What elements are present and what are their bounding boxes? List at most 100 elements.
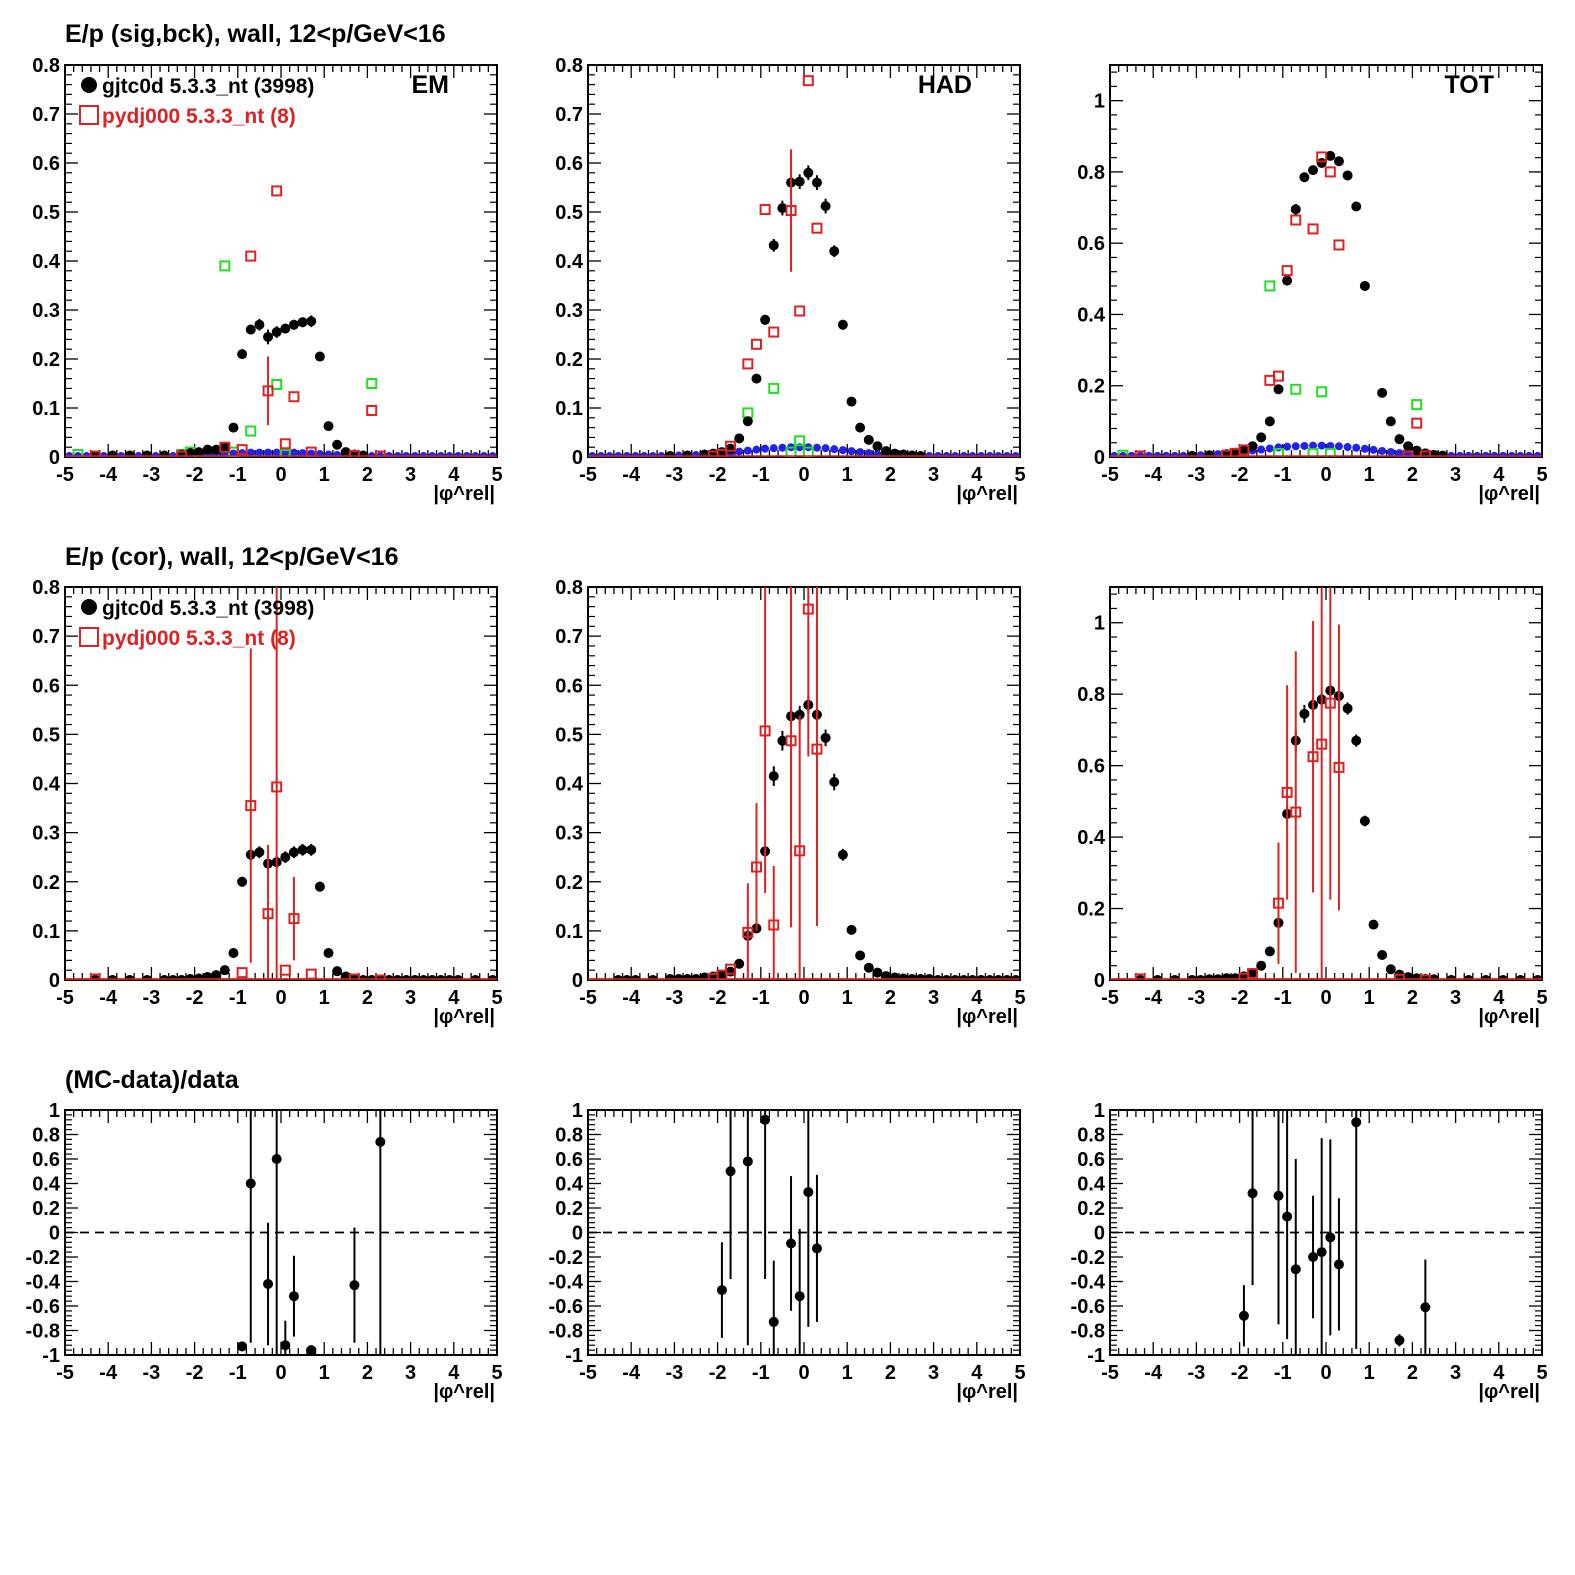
y-tick-label: 0.8 (32, 55, 60, 77)
data-point (1238, 445, 1249, 456)
data-point (1230, 447, 1241, 457)
mc-point (288, 913, 300, 925)
data-point (1195, 975, 1206, 980)
x-tick-label: 0 (798, 1362, 809, 1384)
x-tick-label: 2 (362, 464, 373, 486)
plot-area (1110, 150, 1542, 457)
x-tick-label: 0 (275, 987, 286, 1009)
x-tick-label: 3 (405, 987, 416, 1009)
data-point (1264, 946, 1275, 957)
y-tick-label: 0.5 (32, 202, 60, 224)
data-point (176, 975, 187, 980)
x-tick-label: -5 (579, 987, 597, 1009)
y-tick-label: 0.4 (555, 774, 584, 796)
legend-mc-label: pydj000 5.3.3_nt (8) (102, 627, 296, 650)
panel-r3-HAD: -5 -4 -3 -2 -1 0 1 2 3 4 5|φ^rel|-1-0.8-0.6-0.4-0.… (549, 1100, 1026, 1403)
y-tick-label: 0 (572, 447, 583, 469)
blue-point (255, 448, 264, 457)
data-point (803, 1187, 814, 1198)
data-point (1010, 975, 1020, 980)
y-tick-label: 0.6 (555, 675, 583, 697)
blue-point (830, 445, 839, 454)
data-point (375, 1136, 386, 1147)
green-point (768, 382, 780, 394)
blue-point (1369, 445, 1378, 454)
x-tick-label: 0 (1320, 464, 1331, 486)
mc-point (89, 450, 101, 457)
x-tick-label: -4 (1144, 1362, 1163, 1384)
mc-point (305, 968, 317, 980)
mc-point (288, 391, 300, 403)
data-point (786, 1238, 797, 1249)
mc-point (1290, 806, 1302, 818)
blue-point (298, 449, 307, 457)
mc-point (794, 845, 806, 857)
x-axis-label: |φ^rel| (956, 483, 1018, 505)
data-point (621, 975, 632, 980)
data-point (280, 1340, 291, 1351)
blue-point (812, 443, 821, 452)
x-tick-label: -1 (229, 1362, 247, 1384)
x-tick-label: -2 (1231, 464, 1249, 486)
x-tick-label: 1 (319, 464, 330, 486)
x-axis-label: |φ^rel| (433, 1006, 495, 1028)
mc-point (1134, 450, 1146, 457)
blue-point (1395, 449, 1404, 457)
data-point (211, 444, 222, 455)
data-point (1264, 416, 1275, 427)
x-tick-label: -3 (1188, 1362, 1206, 1384)
mc-point (1281, 265, 1293, 277)
series-mc (65, 185, 497, 457)
panel-label: HAD (918, 71, 972, 99)
y-tick-label: -0.8 (549, 1321, 583, 1343)
y-tick-label: -0.2 (549, 1247, 583, 1269)
y-tick-label: 0.7 (555, 104, 583, 126)
y-tick-label: 0.3 (555, 300, 583, 322)
mc-point (811, 222, 823, 234)
plot-frame (587, 586, 1021, 981)
data-point (271, 1154, 282, 1164)
x-tick-label: 4 (1493, 1362, 1505, 1384)
x-tick-label: 3 (1450, 464, 1461, 486)
mc-point (802, 603, 814, 615)
plot-area (588, 75, 1020, 457)
data-point (1316, 1247, 1327, 1258)
legend-data-label: gjtc0d 5.3.3_nt (3998) (102, 75, 314, 98)
x-tick-label: 4 (1493, 464, 1505, 486)
data-point (803, 167, 814, 178)
x-tick-label: -5 (56, 464, 74, 486)
x-tick-label: 0 (275, 464, 286, 486)
x-tick-label: 1 (842, 987, 853, 1009)
y-tick-label: -1 (565, 1345, 583, 1367)
data-point (984, 975, 995, 980)
x-tick-label: -1 (1274, 464, 1292, 486)
data-point (1002, 975, 1013, 980)
series-mc (1110, 151, 1542, 457)
y-tick-label: 0.8 (32, 1125, 60, 1147)
series-data (90, 315, 369, 457)
blue-point (761, 444, 770, 453)
panel-label: TOT (1444, 71, 1494, 99)
data-point (820, 732, 831, 743)
x-tick-label: 3 (405, 464, 416, 486)
mc-point (305, 446, 317, 457)
y-tick-label: 0.5 (555, 724, 583, 746)
data-point (245, 1178, 256, 1189)
data-point (734, 958, 745, 969)
blue-point (778, 443, 787, 452)
legend-data-label: gjtc0d 5.3.3_nt (3998) (102, 597, 314, 620)
x-tick-label: -3 (143, 1362, 161, 1384)
blue-point (246, 448, 255, 457)
data-point (811, 1243, 822, 1254)
plot-area (237, 1110, 386, 1355)
x-tick-label: -5 (1101, 1362, 1119, 1384)
blue-point (307, 449, 316, 457)
data-point (734, 433, 745, 444)
y-tick-label: 0.1 (32, 398, 60, 420)
y-tick-label: 0.6 (1077, 233, 1105, 255)
data-point (1333, 156, 1344, 167)
data-point (1342, 170, 1353, 181)
x-axis-label: |φ^rel| (1478, 1381, 1540, 1403)
y-tick-label: -1 (1087, 1345, 1105, 1367)
green-point (366, 378, 378, 389)
